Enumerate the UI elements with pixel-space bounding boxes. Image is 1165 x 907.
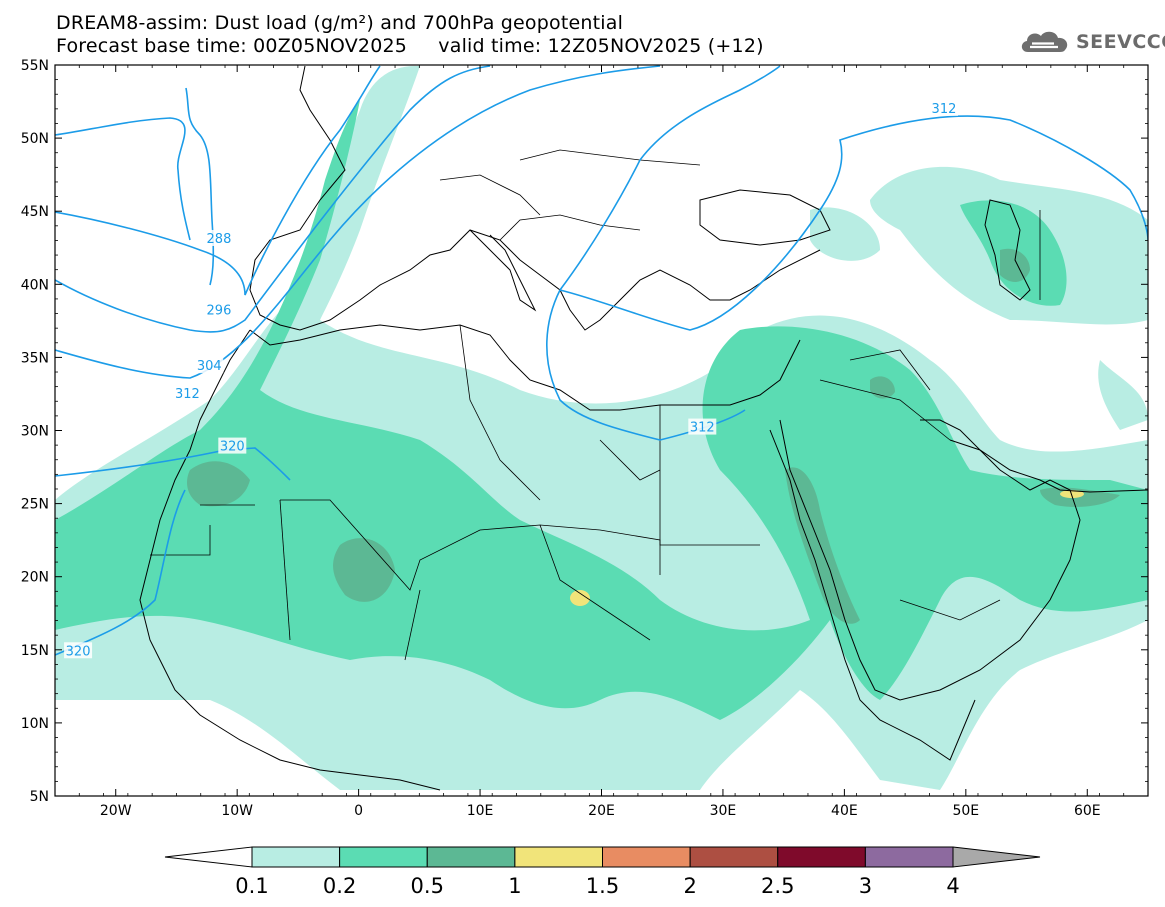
contour-label: 304: [197, 359, 222, 374]
lat-label: 35N: [21, 350, 49, 366]
colorbar-swatch: [864, 846, 954, 868]
colorbar-level-label: 0.2: [323, 874, 356, 898]
colorbar-level-label: 4: [946, 874, 959, 898]
colorbar-level-label: 0.1: [235, 874, 268, 898]
colorbar-level-label: 3: [859, 874, 872, 898]
contour-label-bg: [195, 357, 224, 374]
geopotential-contours: [55, 65, 1148, 656]
colorbar-swatch: [251, 846, 341, 868]
colorbar-swatch: [514, 846, 603, 868]
lon-label: 30E: [710, 803, 737, 819]
contour-label-bg: [64, 642, 93, 659]
colorbar-swatch: [602, 846, 691, 868]
contour-label: 320: [66, 644, 91, 659]
lon-label: 50E: [952, 803, 979, 819]
colorbar-level-label: 1: [508, 874, 521, 898]
lat-label: 15N: [21, 643, 49, 659]
map-title: DREAM8-assim: Dust load (g/m²) and 700hP…: [56, 12, 624, 34]
lat-label: 45N: [21, 204, 49, 220]
colorbar-swatch: [426, 846, 516, 868]
lat-label: 25N: [21, 497, 49, 513]
forecast-times: Forecast base time: 00Z05NOV2025 valid t…: [56, 35, 764, 57]
colorbar-low-arrow: [164, 846, 253, 868]
contour-label-bg: [218, 437, 247, 454]
contour-label-bg: [204, 301, 233, 318]
contour-label-bg: [929, 99, 958, 116]
seevccc-logo: SEEVCCC: [1018, 28, 1165, 56]
lat-label: 40N: [21, 277, 49, 293]
lon-label: 40E: [831, 803, 858, 819]
contour-label: 296: [207, 304, 232, 319]
contour-label-bg: [204, 229, 233, 246]
contour-label: 312: [175, 387, 200, 402]
lon-label: 10W: [221, 803, 253, 819]
lon-label: 10E: [467, 803, 494, 819]
borders: [150, 149, 1041, 661]
colorbar-swatch: [777, 846, 866, 868]
logo-text: SEEVCCC: [1076, 31, 1165, 53]
cloud-logo-icon: [1021, 31, 1068, 52]
contour-label: 312: [690, 421, 715, 436]
contour-label: 288: [207, 232, 232, 247]
colorbar-level-label: 2: [683, 874, 696, 898]
colorbar-level-label: 0.5: [411, 874, 444, 898]
lon-label: 60E: [1074, 803, 1101, 819]
contour-label-bg: [688, 418, 717, 435]
contour-labels: 288 296 304 312 320 320 312 312: [64, 99, 958, 659]
lat-label: 50N: [21, 131, 49, 147]
dust-field-dark: [187, 248, 1120, 624]
contour-label: 312: [932, 102, 957, 117]
lat-label: 5N: [30, 789, 49, 805]
colorbar-level-label: 2.5: [761, 874, 794, 898]
lon-label: 20W: [100, 803, 132, 819]
dust-field-peak: [570, 490, 1084, 606]
lat-label: 20N: [21, 570, 49, 586]
axis-ticks: 55N 50N 45N 40N 35N 30N 25N 20N 15N 10N 5N 20W 10W 0 1…: [21, 58, 1149, 819]
colorbar-swatch: [339, 846, 428, 868]
colorbar-level-label: 1.5: [586, 874, 619, 898]
lon-label: 20E: [588, 803, 615, 819]
lat-label: 30N: [21, 424, 49, 440]
colorbar-high-arrow: [952, 846, 1041, 868]
lat-label: 55N: [21, 58, 49, 74]
contour-label-bg: [173, 384, 202, 401]
lon-label: 0: [354, 803, 363, 819]
coastlines: [139, 65, 1148, 791]
colorbar-swatch: [689, 846, 779, 868]
contour-label: 320: [220, 440, 245, 455]
lat-label: 10N: [21, 716, 49, 732]
